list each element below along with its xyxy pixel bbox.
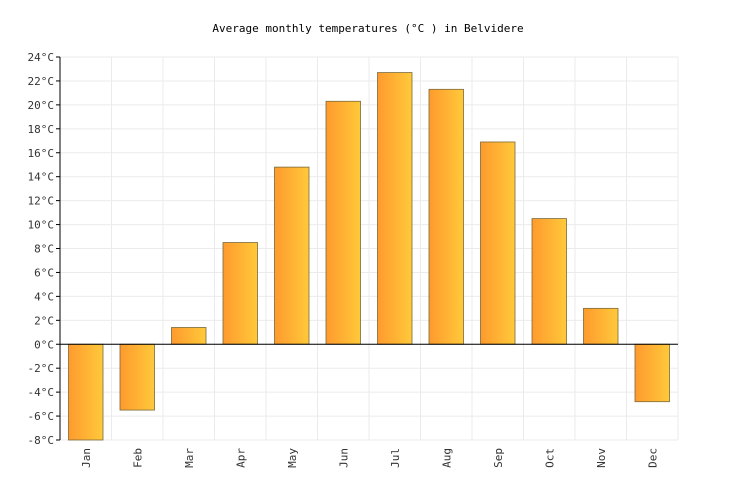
y-tick-label: -4°C	[28, 386, 55, 399]
y-tick-label: 2°C	[34, 314, 54, 327]
bar-may	[274, 166, 310, 345]
x-tick-label: Apr	[234, 448, 247, 468]
bar-mar	[171, 327, 207, 345]
y-tick-label: 8°C	[34, 243, 54, 256]
x-tick-labels: Jan Feb Mar Apr May Jun Jul Aug Sep Oct Nov Dec	[80, 448, 660, 468]
y-tick-label: -2°C	[28, 362, 55, 375]
x-tick-label: Nov	[595, 448, 608, 468]
bar-sep	[480, 141, 516, 345]
y-tick-labels: 24°C 22°C 20°C 18°C 16°C 14°C 12°C 10°C 8°C 6°C 4°…	[28, 51, 55, 447]
y-tick-label: 24°C	[28, 51, 55, 64]
bars	[68, 72, 670, 441]
x-tick-label: Dec	[646, 448, 659, 468]
y-tick-label: 18°C	[28, 123, 55, 136]
y-tick-label: 4°C	[34, 290, 54, 303]
y-tick-label: -6°C	[28, 410, 55, 423]
y-tick-label: 14°C	[28, 171, 55, 184]
chart-title: Average monthly temperatures (°C ) in Be…	[212, 22, 524, 35]
x-tick-label: May	[286, 448, 299, 468]
bar-feb	[119, 343, 155, 411]
bar-nov	[583, 307, 619, 345]
x-tick-label: Jan	[80, 448, 93, 468]
y-tick-label: 0°C	[34, 338, 54, 351]
bar-apr	[222, 242, 258, 345]
bar-jul	[377, 72, 413, 345]
x-tick-label: Sep	[492, 448, 505, 468]
bar-aug	[428, 88, 464, 345]
axes	[56, 56, 678, 441]
y-tick-label: 20°C	[28, 99, 55, 112]
x-tick-label: Feb	[131, 448, 144, 468]
y-tick-label: 10°C	[28, 219, 55, 232]
y-tick-label: -8°C	[28, 434, 55, 447]
x-tick-label: Jun	[337, 448, 350, 468]
bar-jun	[325, 100, 361, 345]
bar-oct	[531, 218, 567, 345]
x-tick-label: Aug	[440, 448, 453, 468]
x-tick-label: Oct	[543, 448, 556, 468]
y-tick-label: 22°C	[28, 75, 55, 88]
y-tick-label: 16°C	[28, 147, 55, 160]
x-tick-label: Mar	[183, 448, 196, 468]
y-tick-label: 6°C	[34, 266, 54, 279]
bar-dec	[634, 343, 670, 403]
bar-jan	[68, 343, 104, 441]
x-tick-label: Jul	[389, 448, 402, 468]
y-tick-label: 12°C	[28, 195, 55, 208]
